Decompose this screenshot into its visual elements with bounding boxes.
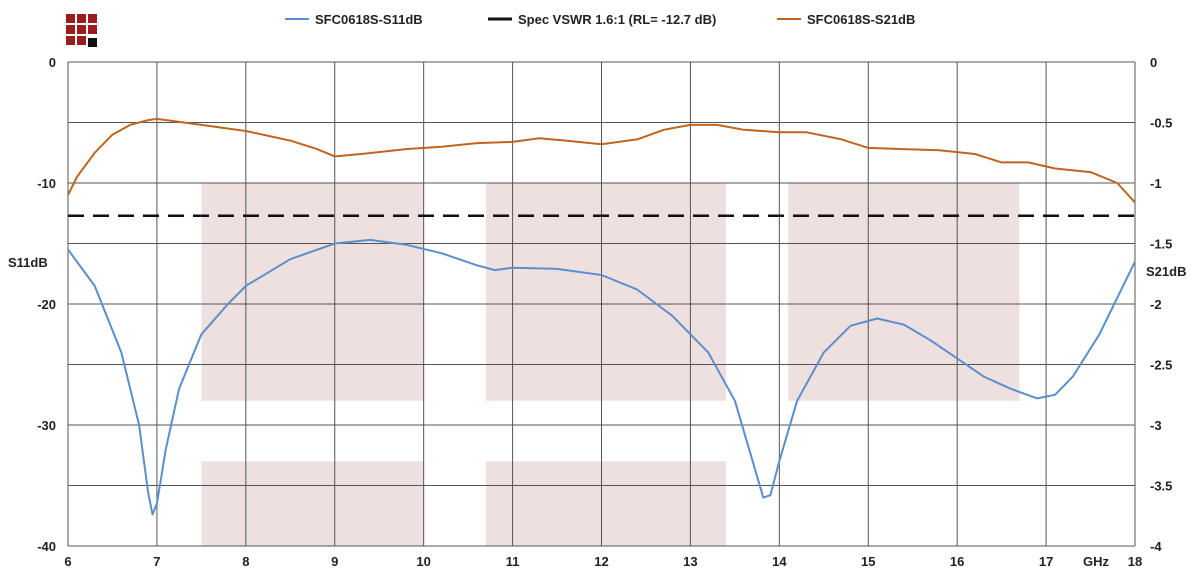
y-left-axis-label: S11dB <box>8 255 48 270</box>
y-right-tick-label: -1.5 <box>1150 237 1172 252</box>
legend-item-3: SFC0618S-S21dB <box>777 12 915 27</box>
legend-label: Spec VSWR 1.6:1 (RL= -12.7 dB) <box>518 12 716 27</box>
legend-label: SFC0618S-S11dB <box>315 12 423 27</box>
y-left-tick-label: -10 <box>37 176 56 191</box>
left-axis-ticks: 0 -10 -20 -30 -40 <box>37 55 56 554</box>
y-right-tick-label: -3.5 <box>1150 479 1172 494</box>
x-tick-label: 10 <box>416 554 430 569</box>
shaded-region-4 <box>485 461 726 546</box>
grid <box>67 61 1136 547</box>
y-right-tick-label: -0.5 <box>1150 116 1172 131</box>
legend-label: SFC0618S-S21dB <box>807 12 915 27</box>
y-right-tick-label: 0 <box>1150 55 1157 70</box>
x-tick-label: 7 <box>153 554 160 569</box>
shaded-region-1 <box>201 183 424 401</box>
x-tick-label: 9 <box>331 554 338 569</box>
y-left-tick-label: 0 <box>49 55 56 70</box>
x-tick-label: 6 <box>64 554 71 569</box>
x-tick-label: 14 <box>772 554 787 569</box>
logo-icon <box>66 14 97 47</box>
x-tick-label: 16 <box>950 554 964 569</box>
shaded-region-2 <box>201 461 424 546</box>
x-tick-label: 11 <box>506 554 520 569</box>
y-left-tick-label: -20 <box>37 297 56 312</box>
x-tick-label: 8 <box>242 554 249 569</box>
x-tick-label: 13 <box>683 554 697 569</box>
legend: SFC0618S-S11dB Spec VSWR 1.6:1 (RL= -12.7… <box>285 12 915 27</box>
y-right-tick-label: -2 <box>1150 297 1162 312</box>
legend-item-1: SFC0618S-S11dB <box>285 12 423 27</box>
x-tick-label: 18 <box>1128 554 1142 569</box>
x-tick-label: 12 <box>594 554 608 569</box>
y-right-tick-label: -1 <box>1150 176 1162 191</box>
x-tick-label: 17 <box>1039 554 1053 569</box>
series-line-3 <box>67 117 1136 204</box>
x-axis-unit: GHz <box>1083 554 1110 569</box>
x-axis-ticks: 6 7 8 9 10 11 12 13 14 15 16 17 18 <box>64 554 1142 569</box>
series-line-1 <box>67 238 1136 516</box>
right-axis-ticks: 0 -0.5 -1 -1.5 -2 -2.5 -3 -3.5 -4 <box>1150 55 1172 554</box>
y-right-tick-label: -4 <box>1150 539 1162 554</box>
y-left-tick-label: -30 <box>37 418 56 433</box>
legend-item-2: Spec VSWR 1.6:1 (RL= -12.7 dB) <box>488 12 716 27</box>
x-tick-label: 15 <box>861 554 875 569</box>
series-lines <box>67 117 1136 516</box>
y-left-tick-label: -40 <box>37 539 56 554</box>
y-right-tick-label: -2.5 <box>1150 358 1172 373</box>
y-right-axis-label: S21dB <box>1146 264 1186 279</box>
y-right-tick-label: -3 <box>1150 418 1162 433</box>
